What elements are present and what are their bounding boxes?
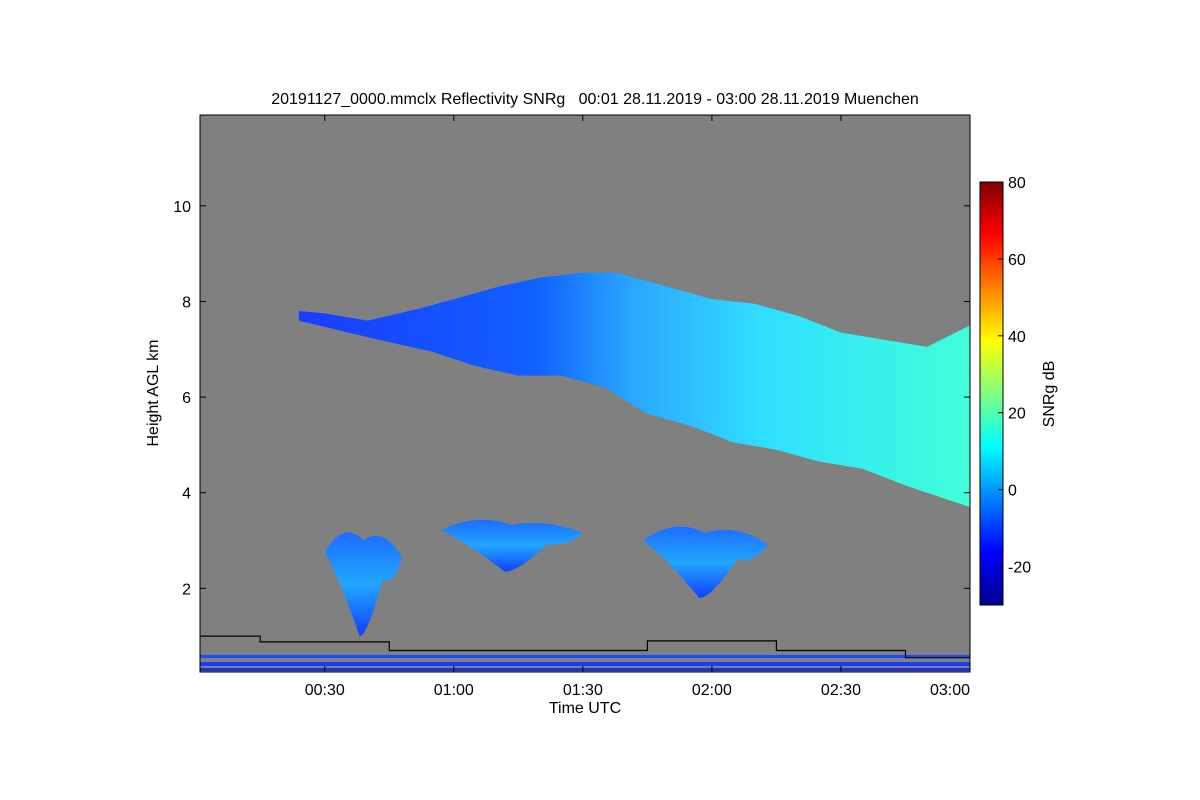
colorbar-gradient	[979, 181, 1004, 606]
x-tick-label: 02:00	[692, 682, 732, 699]
plot-frame	[199, 114, 971, 673]
plot-area: 00:30 01:00 01:30 02:00 02:30 03:00 2 4 6 8 10	[173, 114, 971, 699]
colorbar-tick-label: -20	[1008, 560, 1031, 577]
colorbar: -20 0 20 40 60 80 SNRg dB	[979, 175, 1058, 606]
colorbar-tick-label: 40	[1008, 329, 1026, 346]
y-tick-label: 8	[182, 294, 191, 311]
y-tick-label: 4	[182, 486, 191, 503]
y-tick-label: 10	[173, 199, 191, 216]
cloud-region	[643, 526, 768, 598]
x-tick-label: 01:30	[563, 682, 603, 699]
cloud-region	[440, 519, 583, 572]
clutter-band	[200, 668, 970, 671]
cloud-region	[298, 272, 970, 508]
reference-step-line	[200, 635, 970, 659]
y-axis: 2 4 6 8 10	[173, 199, 970, 598]
colorbar-ticks: -20 0 20 40 60 80	[998, 175, 1031, 577]
y-tick-label: 6	[182, 390, 191, 407]
colorbar-tick-label: 80	[1008, 175, 1026, 192]
colorbar-tick-label: 20	[1008, 406, 1026, 423]
y-tick-label: 2	[182, 581, 191, 598]
x-tick-label: 02:30	[821, 682, 861, 699]
y-axis-label: Height AGL km	[145, 339, 162, 446]
echo-regions	[298, 272, 970, 637]
colorbar-tick-label: 0	[1008, 483, 1017, 500]
chart-title: 20191127_0000.mmclx Reflectivity SNRg 00…	[271, 91, 919, 108]
x-tick-label: 01:00	[434, 682, 474, 699]
clutter-band	[200, 662, 970, 666]
colorbar-label: SNRg dB	[1041, 361, 1058, 428]
cloud-region	[324, 532, 403, 637]
clutter-band	[200, 655, 970, 658]
x-axis: 00:30 01:00 01:30 02:00 02:30 03:00	[305, 115, 971, 699]
x-tick-label: 00:30	[305, 682, 345, 699]
x-tick-label: 03:00	[930, 682, 970, 699]
x-axis-label: Time UTC	[549, 700, 621, 717]
colorbar-tick-label: 60	[1008, 252, 1026, 269]
ground-clutter-bands	[200, 655, 970, 671]
